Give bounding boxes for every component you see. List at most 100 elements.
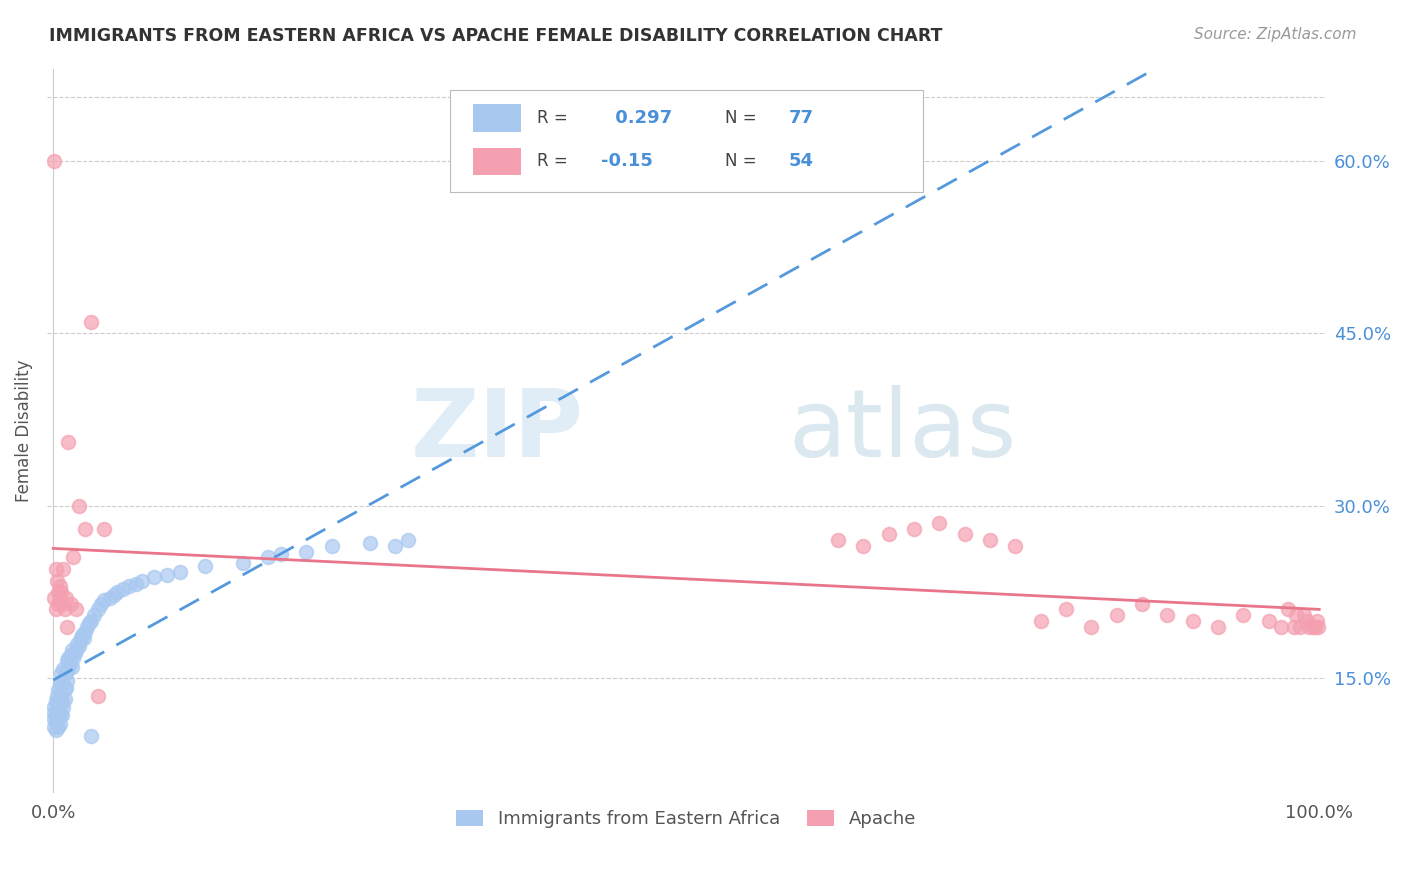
Point: [46, 708, 69, 723]
Point: [270, 547, 292, 561]
Point: [60, 660, 83, 674]
Point: [194, 558, 217, 573]
Point: [80, 729, 103, 743]
Point: [143, 570, 166, 584]
Point: [72, 631, 94, 645]
Point: [51, 673, 73, 688]
Point: [48, 717, 70, 731]
Text: -0.15: -0.15: [600, 153, 652, 170]
Point: [979, 533, 1001, 548]
Point: [359, 535, 381, 549]
Point: [56, 619, 79, 633]
Point: [56, 654, 79, 668]
Point: [384, 539, 406, 553]
Point: [46, 704, 69, 718]
Point: [46, 597, 69, 611]
Point: [76, 619, 98, 633]
Point: [1004, 539, 1026, 553]
Point: [69, 634, 91, 648]
Point: [51, 694, 73, 708]
Point: [44, 591, 66, 605]
Point: [46, 689, 69, 703]
Point: [45, 694, 67, 708]
Point: [83, 607, 105, 622]
Point: [1054, 602, 1077, 616]
Point: [131, 574, 153, 588]
Point: [1305, 614, 1327, 628]
Point: [86, 689, 108, 703]
Point: [903, 522, 925, 536]
Point: [46, 720, 69, 734]
Point: [58, 650, 80, 665]
Text: 54: 54: [789, 153, 814, 170]
Point: [48, 579, 70, 593]
Point: [44, 712, 66, 726]
Point: [1306, 619, 1329, 633]
Point: [55, 681, 77, 695]
Point: [48, 708, 70, 723]
Point: [1305, 619, 1327, 633]
Text: 0.297: 0.297: [609, 109, 672, 127]
Point: [52, 662, 75, 676]
Point: [90, 597, 112, 611]
Point: [1298, 619, 1320, 633]
Point: [1295, 614, 1317, 628]
Point: [59, 648, 82, 663]
Point: [111, 582, 134, 596]
Point: [52, 562, 75, 576]
Text: atlas: atlas: [789, 385, 1017, 477]
Text: N =: N =: [724, 153, 762, 170]
Point: [62, 550, 84, 565]
Point: [44, 720, 66, 734]
Point: [58, 662, 80, 676]
Point: [44, 153, 66, 168]
Point: [62, 650, 84, 665]
Point: [1289, 619, 1312, 633]
Point: [103, 589, 125, 603]
Point: [1302, 619, 1324, 633]
Point: [257, 550, 280, 565]
Text: IMMIGRANTS FROM EASTERN AFRICA VS APACHE FEMALE DISABILITY CORRELATION CHART: IMMIGRANTS FROM EASTERN AFRICA VS APACHE…: [49, 27, 942, 45]
Point: [48, 692, 70, 706]
Point: [59, 597, 82, 611]
Point: [49, 689, 72, 703]
Point: [45, 723, 67, 737]
Point: [321, 539, 343, 553]
Point: [49, 697, 72, 711]
Text: ZIP: ZIP: [411, 385, 583, 477]
Point: [46, 700, 69, 714]
Point: [63, 646, 86, 660]
Point: [73, 625, 96, 640]
Point: [52, 700, 75, 714]
Point: [51, 708, 73, 723]
Point: [46, 712, 69, 726]
Point: [55, 665, 77, 680]
Point: [65, 642, 87, 657]
Point: [877, 527, 900, 541]
Y-axis label: Female Disability: Female Disability: [15, 359, 32, 502]
Point: [852, 539, 875, 553]
Point: [45, 708, 67, 723]
Point: [827, 533, 849, 548]
Point: [86, 602, 108, 616]
Point: [46, 682, 69, 697]
Point: [67, 639, 90, 653]
Point: [124, 577, 146, 591]
Point: [67, 499, 90, 513]
Text: Source: ZipAtlas.com: Source: ZipAtlas.com: [1194, 27, 1357, 42]
Point: [55, 591, 77, 605]
Point: [46, 574, 69, 588]
Point: [53, 602, 76, 616]
Point: [1105, 607, 1128, 622]
Point: [46, 697, 69, 711]
Point: [45, 562, 67, 576]
Point: [1292, 607, 1315, 622]
Point: [48, 677, 70, 691]
FancyBboxPatch shape: [450, 90, 922, 192]
Point: [98, 591, 121, 605]
Point: [1232, 607, 1254, 622]
Point: [1277, 602, 1299, 616]
Point: [49, 585, 72, 599]
Point: [72, 627, 94, 641]
Point: [80, 315, 103, 329]
